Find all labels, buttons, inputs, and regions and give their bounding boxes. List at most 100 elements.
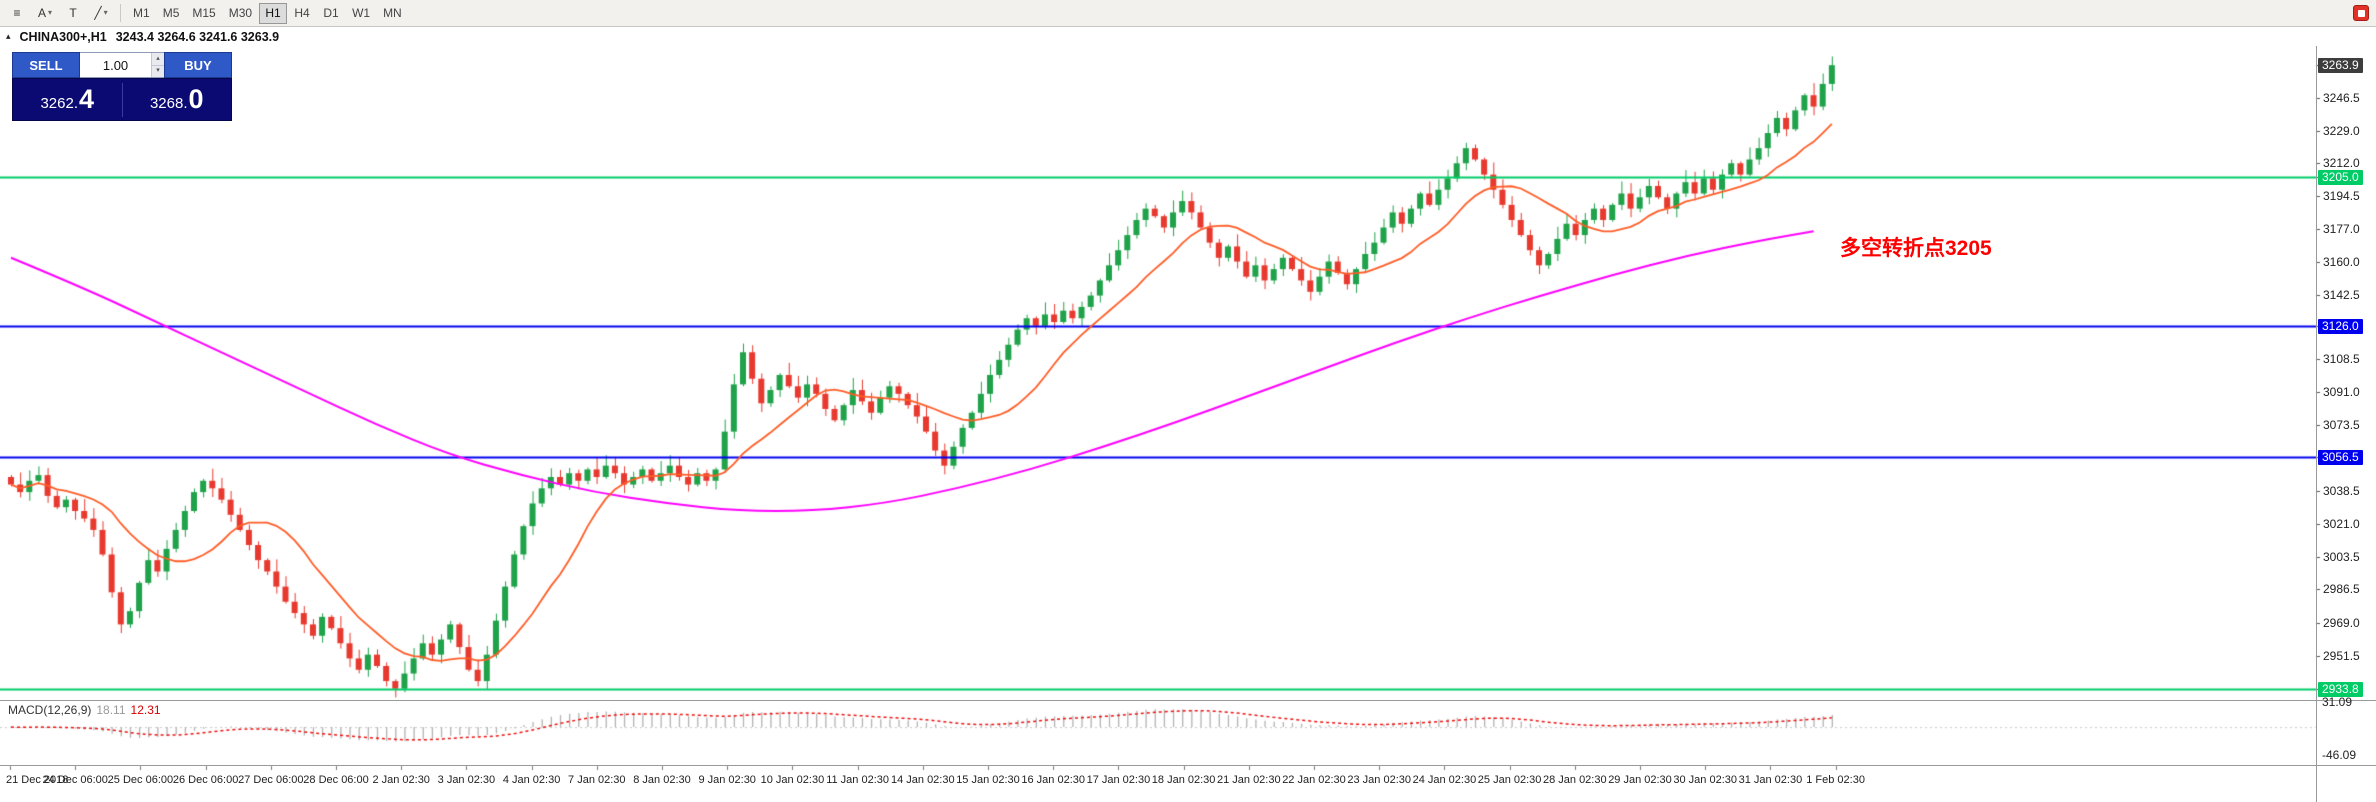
macd-main-value: 18.11 — [96, 703, 126, 717]
timeframe-m30[interactable]: M30 — [223, 3, 258, 24]
window-caret-icon: ▴ — [6, 31, 11, 41]
time-axis-label: 11 Jan 02:30 — [826, 774, 889, 786]
menu-icon-glyph: ≡ — [13, 6, 21, 20]
price-divider — [121, 82, 123, 117]
timeframe-w1[interactable]: W1 — [346, 3, 376, 24]
sell-price[interactable]: 3262. 4 — [13, 86, 122, 113]
time-axis-label: 25 Jan 02:30 — [1477, 774, 1542, 786]
macd-panel-separator — [0, 700, 2376, 701]
time-axis-label: 29 Jan 02:30 — [1608, 774, 1672, 786]
time-axis-label: 7 Jan 02:30 — [568, 774, 626, 786]
price-axis: 3246.5 3229.0 3212.0 3194.5 3177.0 3160.0 3142… — [2316, 46, 2376, 802]
price-tick-label: 3038.5 — [2323, 484, 2360, 499]
price-tick-label: 2986.5 — [2323, 582, 2360, 597]
one-click-trade-panel: SELL ▴ ▾ BUY 3262. 4 3268. 0 — [12, 52, 232, 121]
timeframe-h4[interactable]: H4 — [288, 3, 316, 24]
buy-price-big: 0 — [188, 84, 204, 114]
hline-price-label: 2933.8 — [2318, 682, 2363, 698]
macd-scale-top: 31.09 — [2322, 695, 2353, 709]
lot-decrease-button[interactable]: ▾ — [152, 65, 164, 77]
price-tick-label: 2951.5 — [2323, 648, 2360, 663]
time-axis-label: 18 Jan 02:30 — [1151, 774, 1216, 786]
time-axis-label: 28 Dec 06:00 — [303, 774, 369, 786]
price-tick-label: 3021.0 — [2323, 517, 2360, 532]
time-axis-label: 21 Dec 2018 — [6, 774, 69, 786]
macd-signal-value: 12.31 — [130, 703, 161, 717]
lot-size-input[interactable] — [80, 53, 152, 77]
trendline-tool-button[interactable]: ╱ ▾ — [88, 3, 114, 24]
sell-price-small: 3262. — [40, 95, 78, 112]
macd-scale-bottom: -46.09 — [2322, 748, 2357, 762]
time-axis-label: 22 Jan 02:30 — [1282, 774, 1346, 786]
alert-icon[interactable] — [2353, 5, 2369, 21]
text-tool-label: T — [69, 6, 77, 20]
chart-ohlc-readout: 3243.4 3264.6 3241.6 3263.9 — [115, 29, 280, 44]
timeframe-d1[interactable]: D1 — [317, 3, 345, 24]
menu-icon[interactable]: ≡ — [4, 3, 30, 24]
lot-increase-button[interactable]: ▴ — [152, 53, 164, 66]
time-axis-label: 31 Jan 02:30 — [1738, 774, 1803, 786]
trendline-icon: ╱ — [94, 6, 102, 20]
price-tick-label: 3194.5 — [2323, 189, 2360, 204]
sell-price-big: 4 — [79, 84, 95, 114]
price-tick-label: 3212.0 — [2323, 156, 2360, 171]
time-axis-label: 15 Jan 02:30 — [956, 774, 1020, 786]
time-axis-label: 24 Dec 06:00 — [42, 774, 108, 786]
time-axis-label: 16 Jan 02:30 — [1021, 774, 1085, 786]
chart-title-bar: ▴ CHINA300+,H1 3243.4 3264.6 3241.6 3263… — [0, 27, 2376, 46]
text-tool-button[interactable]: T — [60, 3, 86, 24]
price-tick-label: 3091.0 — [2323, 384, 2360, 399]
time-axis-label: 21 Jan 02:30 — [1216, 774, 1281, 786]
timeframe-mn[interactable]: MN — [377, 3, 408, 24]
chevron-down-icon: ▾ — [103, 8, 108, 17]
timeframe-h1[interactable]: H1 — [259, 2, 288, 24]
time-axis-label: 26 Dec 06:00 — [172, 774, 239, 786]
time-axis-label: 17 Jan 02:30 — [1086, 774, 1151, 786]
hline-price-label: 3126.0 — [2318, 318, 2363, 334]
time-axis-label: 14 Jan 02:30 — [890, 774, 955, 786]
price-tick-label: 3108.5 — [2323, 351, 2360, 366]
time-axis-label: 25 Dec 06:00 — [107, 774, 174, 786]
current-price-label: 3263.9 — [2318, 58, 2363, 74]
cursor-tool-label: A — [38, 6, 47, 20]
price-tick-label: 3003.5 — [2323, 550, 2360, 565]
timeframe-m1[interactable]: M1 — [127, 3, 156, 24]
macd-label: MACD(12,26,9) 18.11 12.31 — [8, 703, 161, 717]
timeframe-m5[interactable]: M5 — [157, 3, 186, 24]
timeframe-m15[interactable]: M15 — [186, 3, 221, 24]
time-axis-label: 24 Jan 02:30 — [1412, 774, 1477, 786]
price-tick-label: 3160.0 — [2323, 254, 2360, 269]
time-axis-label: 30 Jan 02:30 — [1673, 774, 1737, 786]
price-tick-label: 3246.5 — [2323, 91, 2360, 106]
price-tick-label: 3177.0 — [2323, 222, 2360, 237]
time-axis-label: 8 Jan 02:30 — [633, 774, 691, 786]
lot-size-box: ▴ ▾ — [80, 52, 164, 78]
hline-price-label: 3205.0 — [2318, 169, 2363, 185]
time-axis-label: 1 Feb 02:30 — [1806, 774, 1865, 786]
time-axis-label: 23 Jan 02:30 — [1347, 774, 1411, 786]
buy-button[interactable]: BUY — [164, 52, 232, 78]
hline-price-label: 3056.5 — [2318, 450, 2363, 466]
time-axis-label: 4 Jan 02:30 — [502, 774, 561, 786]
time-axis-label: 2 Jan 02:30 — [372, 774, 430, 786]
price-tick-label: 3142.5 — [2323, 287, 2360, 302]
price-tick-label: 2969.0 — [2323, 615, 2360, 630]
price-tick-label: 3073.5 — [2323, 418, 2360, 433]
time-axis: 21 Dec 2018 24 Dec 06:00 25 Dec 06:00 26 De… — [0, 765, 2376, 802]
cursor-tool-button[interactable]: A ▾ — [32, 3, 58, 24]
bid-ask-display: 3262. 4 3268. 0 — [12, 78, 232, 121]
time-axis-label: 28 Jan 02:30 — [1542, 774, 1607, 786]
sell-button[interactable]: SELL — [12, 52, 80, 78]
time-axis-label: 10 Jan 02:30 — [760, 774, 825, 786]
buy-price[interactable]: 3268. 0 — [123, 86, 232, 113]
time-axis-label: 3 Jan 02:30 — [437, 774, 496, 786]
lot-stepper: ▴ ▾ — [151, 53, 164, 77]
buy-price-small: 3268. — [149, 95, 188, 112]
chart-annotation: 多空转折点3205 — [1840, 237, 1992, 260]
chevron-down-icon: ▾ — [48, 8, 53, 17]
price-tick-label: 3229.0 — [2323, 124, 2360, 139]
macd-name: MACD(12,26,9) — [8, 703, 92, 717]
main-toolbar: ≡ A ▾ T ╱ ▾ M1 M5 M15 M30 H1 H4 D1 W1 MN — [0, 0, 2376, 27]
toolbar-separator — [120, 4, 122, 22]
